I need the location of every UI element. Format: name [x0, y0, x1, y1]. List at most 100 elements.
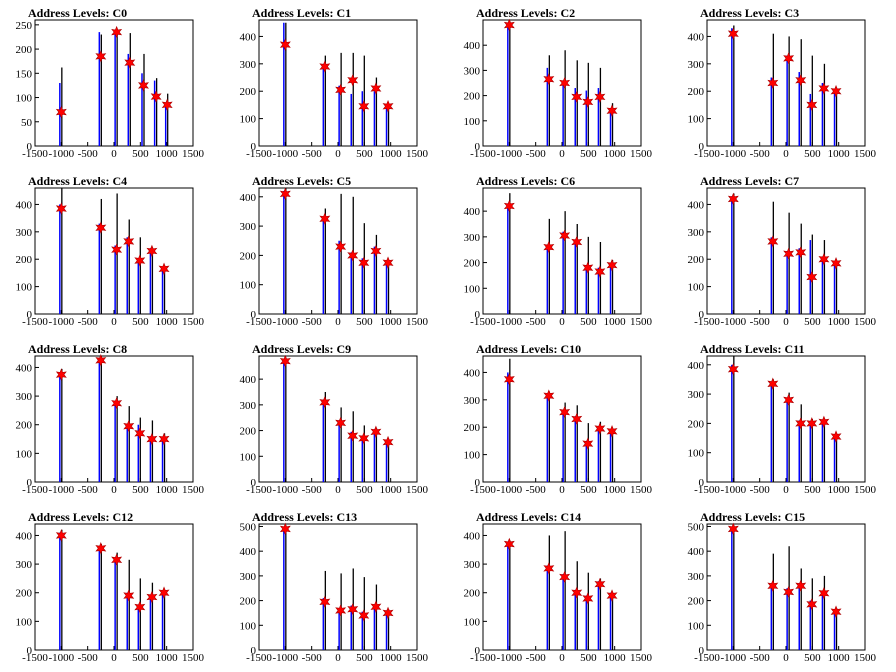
level-marker-star — [582, 261, 594, 275]
level-marker-star — [503, 372, 515, 386]
level-marker-star — [335, 604, 347, 617]
x-tick-label: 500 — [804, 652, 821, 664]
panel-title: Address Levels: C9 — [252, 342, 351, 356]
level-marker-star — [358, 431, 370, 445]
x-tick-label: 500 — [804, 148, 821, 160]
x-tick-label: 500 — [356, 316, 373, 328]
x-tick-label: 0 — [783, 148, 789, 160]
level-marker-star — [146, 432, 158, 446]
x-tick-label: 0 — [559, 652, 565, 664]
y-tick-label: 300 — [240, 400, 257, 412]
y-tick-label: 200 — [688, 418, 705, 430]
panel-title: Address Levels: C12 — [28, 510, 133, 524]
x-tick-label: 1000 — [380, 652, 403, 664]
plot-frame — [258, 187, 418, 315]
x-tick-label: 1000 — [380, 316, 403, 328]
x-tick-label: -500 — [526, 316, 547, 328]
x-tick-label: 1000 — [380, 148, 403, 160]
x-tick-label: -1000 — [272, 484, 298, 496]
x-tick-label: 1500 — [630, 652, 653, 664]
level-marker-star — [279, 522, 291, 536]
level-marker-star — [150, 90, 162, 103]
x-tick-label: -1000 — [272, 316, 298, 328]
level-marker-star — [382, 606, 394, 620]
y-tick-label: 400 — [688, 360, 705, 372]
level-marker-star — [146, 590, 158, 604]
level-marker-star — [594, 577, 606, 591]
plot-frame — [258, 355, 418, 483]
y-tick-label: 300 — [688, 389, 705, 401]
x-tick-label: -500 — [750, 148, 771, 160]
level-marker-star — [146, 244, 158, 258]
panel-title: Address Levels: C0 — [28, 6, 127, 20]
level-marker-star — [370, 425, 382, 439]
panel-c0: Address Levels: C0 0 50 100 150 200 250 -1500 -1… — [16, 6, 205, 160]
level-marker-star — [124, 56, 136, 69]
level-marker-star — [55, 202, 67, 215]
y-tick-label: 200 — [464, 588, 481, 600]
x-tick-label: -1500 — [246, 484, 272, 496]
x-tick-label: -1500 — [22, 484, 48, 496]
panel-title: Address Levels: C1 — [252, 6, 351, 20]
x-tick-label: 500 — [580, 484, 597, 496]
level-marker-star — [559, 229, 571, 242]
x-tick-label: -1500 — [694, 316, 720, 328]
x-tick-label: 0 — [111, 316, 117, 328]
y-tick-label: 0 — [251, 477, 257, 489]
x-tick-label: 0 — [783, 652, 789, 664]
y-tick-label: 300 — [688, 59, 705, 71]
level-marker-star — [319, 595, 331, 609]
y-tick-label: 400 — [464, 530, 481, 542]
y-tick-label: 0 — [475, 141, 481, 153]
y-tick-label: 300 — [688, 227, 705, 239]
level-marker-star — [571, 412, 583, 426]
x-tick-label: -1500 — [470, 652, 496, 664]
plot-frame — [706, 355, 866, 483]
y-tick-label: 100 — [464, 116, 481, 128]
x-tick-label: -500 — [78, 316, 99, 328]
level-marker-star — [503, 18, 515, 32]
level-marker-star — [818, 415, 830, 429]
y-tick-label: 500 — [240, 521, 257, 533]
x-tick-label: 1500 — [854, 484, 877, 496]
panel-title: Address Levels: C2 — [476, 6, 575, 20]
panel-c2: Address Levels: C2 0 100 200 300 400 -1500 -100… — [464, 6, 653, 160]
y-tick-label: 300 — [240, 221, 257, 233]
x-tick-label: -1500 — [246, 652, 272, 664]
level-marker-star — [123, 235, 135, 248]
x-tick-label: 1000 — [604, 652, 627, 664]
level-marker-star — [95, 221, 107, 235]
panel-title: Address Levels: C6 — [476, 174, 575, 188]
x-tick-label: -500 — [750, 652, 771, 664]
level-marker-star — [806, 270, 818, 284]
level-marker-star — [335, 83, 347, 97]
x-tick-label: -1000 — [48, 148, 74, 160]
level-marker-star — [727, 362, 739, 376]
level-marker-star — [830, 257, 842, 270]
y-tick-label: 200 — [16, 420, 33, 432]
y-tick-label: 200 — [16, 254, 33, 266]
level-marker-star — [382, 256, 394, 270]
y-tick-label: 200 — [240, 250, 257, 262]
level-marker-star — [95, 50, 107, 63]
level-marker-star — [606, 589, 618, 602]
x-tick-label: -1000 — [720, 484, 746, 496]
level-marker-star — [347, 429, 359, 443]
level-marker-star — [830, 84, 842, 98]
x-tick-label: -500 — [526, 652, 547, 664]
x-tick-label: 1500 — [182, 652, 205, 664]
x-tick-label: 1500 — [406, 484, 429, 496]
level-marker-star — [606, 104, 618, 118]
x-tick-label: -1500 — [246, 316, 272, 328]
level-marker-star — [111, 25, 123, 39]
x-tick-label: -500 — [302, 652, 323, 664]
level-marker-star — [783, 247, 795, 261]
x-tick-label: 1500 — [854, 316, 877, 328]
x-tick-label: 1000 — [156, 484, 179, 496]
x-tick-label: -500 — [78, 484, 99, 496]
level-marker-star — [606, 425, 618, 438]
y-tick-label: 100 — [240, 114, 257, 126]
x-tick-label: 1500 — [406, 148, 429, 160]
y-tick-label: 300 — [464, 395, 481, 407]
